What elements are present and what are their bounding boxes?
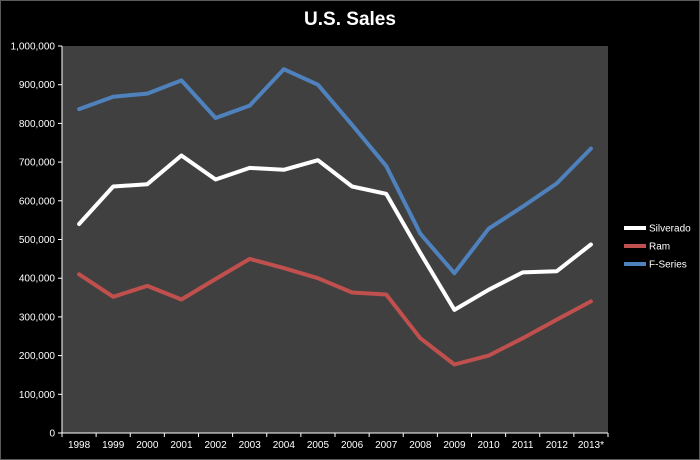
x-tick-label: 2009	[443, 440, 466, 451]
x-tick-label: 1998	[68, 440, 91, 451]
y-tick-label: 900,000	[19, 80, 56, 91]
x-tick-label: 2005	[307, 440, 330, 451]
x-tick-label: 2001	[170, 440, 193, 451]
y-tick-label: 1,000,000	[11, 42, 56, 53]
x-tick-label: 2003	[239, 440, 262, 451]
series-line-ram	[77, 256, 593, 367]
y-tick-label: 0	[49, 429, 55, 440]
x-tick-label: 1999	[102, 440, 125, 451]
x-tick-label: 2008	[409, 440, 432, 451]
legend-label: Ram	[649, 242, 670, 253]
legend-item-ram: Ram	[624, 242, 670, 253]
series-line-silverado	[77, 153, 593, 312]
x-axis: 1998 1999 2000 2001 2002 2003 2004 2005 2006 2007…	[61, 432, 609, 451]
y-tick-label: 400,000	[19, 274, 56, 285]
legend-label: F-Series	[649, 260, 687, 271]
y-tick-label: 700,000	[19, 158, 56, 169]
x-tick-label: 2010	[477, 440, 500, 451]
y-tick-label: 500,000	[19, 235, 56, 246]
x-tick-label: 2013*	[578, 440, 604, 451]
y-tick-label: 200,000	[19, 351, 56, 362]
y-tick-label: 800,000	[19, 119, 56, 130]
x-tick-label: 2004	[273, 440, 296, 451]
legend-item-silverado: Silverado	[624, 224, 691, 235]
x-tick-label: 2006	[341, 440, 364, 451]
x-tick-label: 2002	[204, 440, 227, 451]
legend-label: Silverado	[649, 224, 691, 235]
y-tick-label: 600,000	[19, 196, 56, 207]
y-tick-label: 300,000	[19, 312, 56, 323]
series-line-f-series	[77, 67, 593, 276]
series-lines	[77, 67, 593, 367]
x-tick-label: 2000	[136, 440, 159, 451]
x-tick-label: 2012	[546, 440, 569, 451]
chart-title: U.S. Sales	[304, 9, 396, 30]
plot-area	[62, 46, 608, 433]
x-tick-label: 2011	[512, 440, 534, 451]
y-tick-label: 100,000	[19, 390, 56, 401]
y-axis: 0 100,000 200,000 300,000 400,000 500,000 600,…	[11, 42, 63, 440]
legend-item-f-series: F-Series	[624, 260, 687, 271]
x-tick-label: 2007	[375, 440, 398, 451]
legend: Silverado Ram F-Series	[624, 224, 691, 271]
